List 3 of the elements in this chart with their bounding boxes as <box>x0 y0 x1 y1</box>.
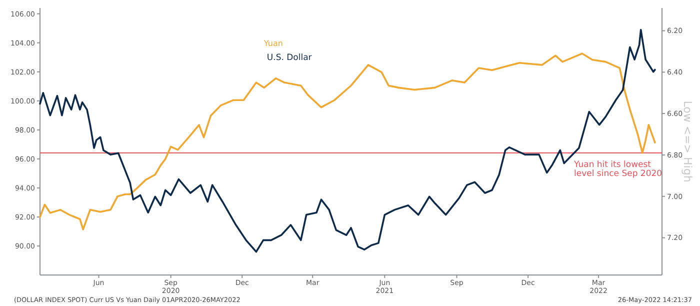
ref-line-label: Yuan hit its lowest level since Sep 2020 <box>573 160 662 179</box>
text: Yuan <box>262 39 283 48</box>
text: U.S. Dollar <box>266 53 312 63</box>
